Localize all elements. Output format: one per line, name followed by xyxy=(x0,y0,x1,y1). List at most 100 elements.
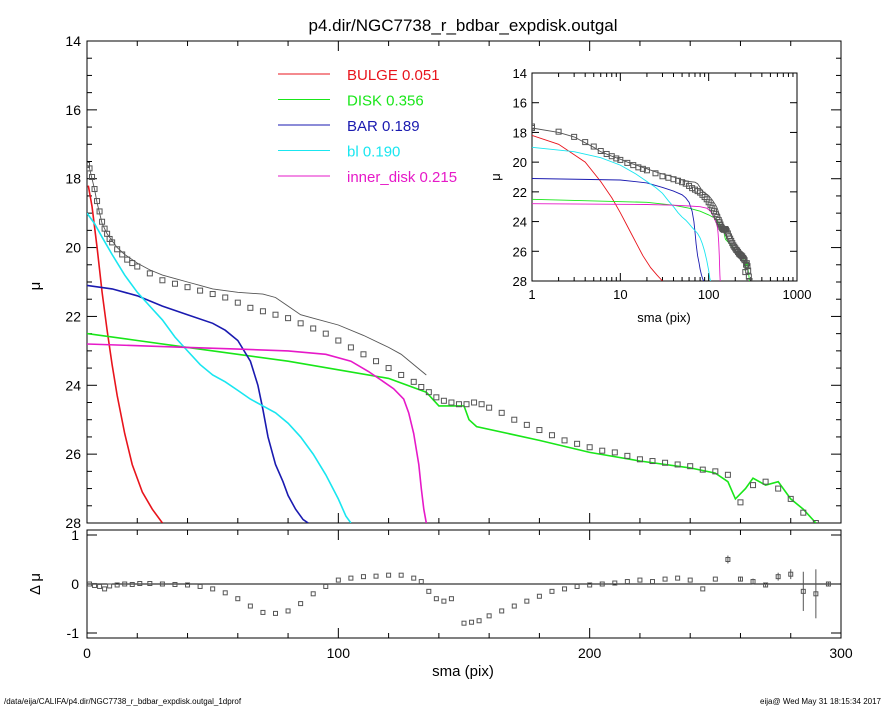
residual-point xyxy=(97,583,103,589)
data-point xyxy=(425,389,432,396)
data-point xyxy=(119,251,126,258)
data-point xyxy=(486,404,493,411)
main-y-tick-label: 28 xyxy=(65,515,81,531)
legend-label: bl 0.190 xyxy=(347,144,400,161)
data-point xyxy=(712,468,719,475)
data-point xyxy=(398,371,405,378)
main-profile-plot: p4.dir/NGC7738_r_bdbar_expdisk.outgal 14… xyxy=(27,16,842,531)
data-point xyxy=(310,325,317,332)
data-point xyxy=(410,378,417,385)
residual-point xyxy=(524,598,530,604)
inset-x-axis-label: sma (pix) xyxy=(637,310,690,325)
legend-label: BAR 0.189 xyxy=(347,118,420,135)
residual-point xyxy=(813,591,819,597)
data-point xyxy=(548,432,555,439)
residual-point xyxy=(511,603,517,609)
inset-data-point xyxy=(590,143,597,150)
data-point xyxy=(599,447,606,454)
data-point xyxy=(478,401,485,408)
residual-point xyxy=(335,577,341,583)
data-point xyxy=(146,270,153,277)
data-point xyxy=(687,463,694,470)
residual-point xyxy=(222,590,228,596)
series-line-bar xyxy=(87,284,309,523)
residual-point xyxy=(461,620,467,626)
inset-y-axis-label: μ xyxy=(488,173,503,181)
main-y-tick-label: 20 xyxy=(65,240,81,256)
residual-point xyxy=(469,619,475,625)
data-point xyxy=(636,456,643,463)
residual-point xyxy=(825,581,831,587)
data-point xyxy=(297,320,304,327)
main-y-axis-label: μ xyxy=(27,282,44,291)
data-point xyxy=(99,218,106,225)
data-point xyxy=(285,315,292,322)
main-y-tick-label: 26 xyxy=(65,446,81,462)
residual-point xyxy=(137,581,143,587)
inset-series-line-bl xyxy=(532,146,711,281)
data-point xyxy=(91,186,98,193)
inset-data-point xyxy=(571,133,578,140)
data-point xyxy=(184,284,191,291)
residual-point xyxy=(373,573,379,579)
inset-data-point xyxy=(624,159,631,166)
residual-point xyxy=(92,582,98,588)
main-y-tick-label: 18 xyxy=(65,171,81,187)
inset-data-point xyxy=(639,165,646,172)
data-point xyxy=(471,399,478,406)
data-point xyxy=(347,344,354,351)
data-point xyxy=(335,337,342,344)
inset-log-plot: 14 16 18 20 22 24 26 28 1 10 100 1000 μ sma (pix) xyxy=(488,66,811,325)
data-point xyxy=(418,384,425,391)
inset-data-point xyxy=(743,261,750,268)
inset-data-point xyxy=(745,267,752,274)
inset-data-point xyxy=(652,170,659,177)
inset-data-point xyxy=(746,278,753,281)
data-point xyxy=(385,365,392,372)
main-axes-frame xyxy=(86,40,842,524)
residual-point xyxy=(310,591,316,597)
residual-point xyxy=(750,579,756,585)
residual-x-tick-label: 0 xyxy=(83,645,91,661)
residual-point xyxy=(129,581,135,587)
inset-x-tick-label: 100 xyxy=(698,287,720,302)
legend-label: inner_disk 0.215 xyxy=(347,169,457,186)
data-point xyxy=(114,246,121,253)
residual-point xyxy=(712,576,718,582)
data-point xyxy=(440,397,447,404)
inset-data-point xyxy=(745,273,752,280)
residual-point xyxy=(418,579,424,585)
residual-point xyxy=(107,583,113,589)
chart-title: p4.dir/NGC7738_r_bdbar_expdisk.outgal xyxy=(308,16,617,35)
data-point xyxy=(463,401,470,408)
inset-data-point xyxy=(617,156,624,163)
residual-point xyxy=(323,583,329,589)
residual-point xyxy=(122,581,128,587)
data-point xyxy=(209,291,216,298)
residual-point xyxy=(737,576,743,582)
inset-data-point xyxy=(659,173,666,180)
residual-point xyxy=(285,608,291,614)
main-x-ticks xyxy=(86,41,842,523)
residual-point xyxy=(650,579,655,585)
residual-point xyxy=(185,582,191,588)
inset-series-line-bulge xyxy=(532,134,663,281)
residual-point xyxy=(433,596,439,602)
main-y-tick-label: 24 xyxy=(65,377,81,393)
main-series-group xyxy=(87,164,817,523)
residual-point xyxy=(102,586,108,592)
residual-point xyxy=(348,575,354,581)
residual-point xyxy=(260,609,266,615)
main-y-tick-label: 16 xyxy=(65,102,81,118)
main-data-points xyxy=(87,161,819,523)
data-point xyxy=(171,280,178,287)
inset-data-point xyxy=(643,167,650,174)
series-line-bulge xyxy=(87,185,164,523)
data-point xyxy=(624,452,631,459)
data-point xyxy=(561,437,568,444)
residual-point xyxy=(247,603,253,609)
residual-point xyxy=(536,593,542,599)
residual-point xyxy=(725,557,731,562)
legend-label: DISK 0.356 xyxy=(347,93,424,110)
